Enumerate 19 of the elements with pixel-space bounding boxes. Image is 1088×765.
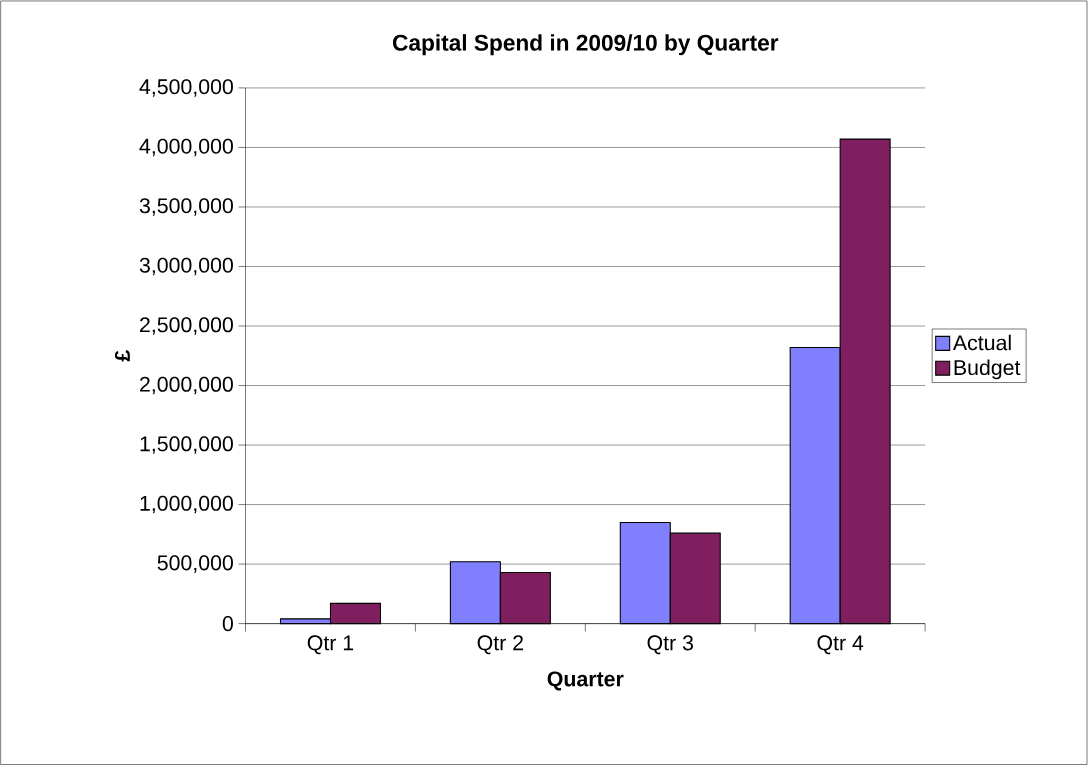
legend-label: Budget [954, 359, 1021, 380]
y-tick-label: 2,000,000 [140, 376, 233, 395]
y-tick-label: 3,500,000 [139, 198, 233, 216]
x-tick-label: Qtr 4 [817, 635, 864, 655]
chart-title: Capital Spend in 2009/10 by Quarter [392, 34, 779, 56]
legend-label: Actual [952, 334, 1011, 351]
y-tick-label: 4,000,000 [139, 138, 233, 157]
x-tick-label: Qtr 2 [477, 635, 523, 655]
y-tick-label: 2,500,000 [140, 317, 233, 335]
y-axis-title: £ [114, 349, 130, 362]
x-tick-label: Qtr 1 [307, 635, 354, 655]
y-tick-label: 4,500,000 [139, 79, 233, 97]
y-tick-label: 1,000,000 [140, 495, 233, 514]
y-tick-label: 0 [222, 615, 233, 632]
x-axis-title: Quarter [547, 671, 624, 691]
x-tick-label: Qtr 3 [647, 635, 693, 655]
y-tick-label: 500,000 [157, 555, 233, 573]
y-tick-label: 1,500,000 [140, 436, 233, 454]
y-tick-label: 3,000,000 [139, 257, 233, 276]
